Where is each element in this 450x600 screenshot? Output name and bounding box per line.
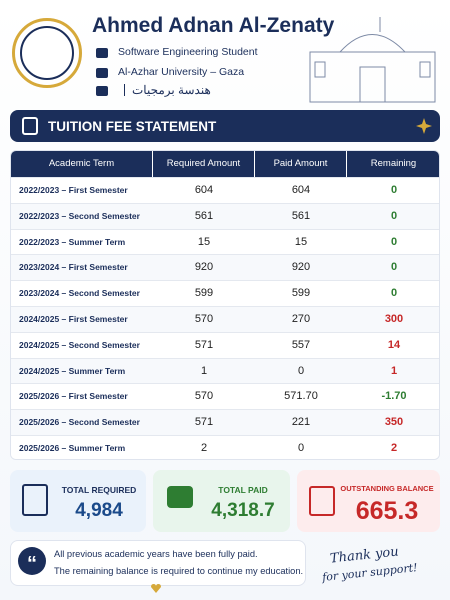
amount-cell: 599 (291, 287, 311, 300)
term-cell: 2024/2025 – Second Semester (19, 339, 140, 350)
table-row: 2024/2025 – Second Semester 571 557 14 (11, 331, 439, 358)
amount-cell: 561 (194, 209, 214, 222)
amount-cell: 0 (297, 364, 305, 377)
wallet-icon (167, 486, 193, 508)
card-label: OUTSTANDING BALANCE (340, 484, 434, 493)
amount-cell: 570 (194, 313, 214, 325)
amount-cell: 0 (297, 442, 305, 454)
table-row: 2025/2026 – Summer Term 2 0 2 (11, 435, 439, 459)
icon (96, 48, 108, 58)
table-row: 2025/2026 – Second Semester 571 221 350 (11, 409, 439, 435)
table-row: 2022/2023 – First Semester 604 604 0 (11, 177, 439, 203)
term-cell: 2022/2023 – Summer Term (19, 236, 126, 247)
card-value: 4,318.7 (211, 500, 275, 521)
table-row: 2024/2025 – Summer Term 1 0 1 (11, 357, 439, 384)
amount-cell: 2 (200, 442, 208, 454)
term-cell: 2024/2025 – Summer Term (19, 365, 126, 376)
amount-cell: 604 (194, 184, 214, 196)
card-value: 665.3 (355, 497, 419, 525)
term-cell: 2023/2024 – Second Semester (19, 288, 140, 299)
quote-icon: “ (18, 547, 46, 575)
note-box (10, 540, 306, 586)
column-header: Remaining (347, 151, 439, 177)
amount-cell: 270 (291, 313, 311, 325)
term-cell: 2023/2024 – First Semester (19, 262, 128, 273)
column-header: Required Amount (153, 151, 255, 177)
card-label: TOTAL PAID (218, 485, 268, 495)
amount-cell: 14 (387, 338, 401, 351)
logo-emblem (20, 26, 74, 80)
heart (151, 584, 161, 593)
amount-cell: 0 (390, 235, 398, 248)
note-line: The remaining balance is required to con… (54, 566, 304, 576)
icon (96, 68, 108, 78)
card-required: TOTAL REQUIRED 4,984 (10, 470, 146, 532)
note-line: All previous academic years have been fu… (54, 549, 258, 559)
amount-cell: 15 (197, 235, 211, 248)
amount-cell: 221 (291, 416, 311, 429)
name: Ahmed Adnan Al-Zenaty (92, 14, 335, 37)
amount-cell: 571 (194, 416, 214, 429)
fee-table: Academic Term Required Amount Paid Amount R… (10, 150, 440, 460)
card-outstanding: OUTSTANDING BALANCE 665.3 (297, 470, 440, 532)
table-row: 2022/2023 – Second Semester 561 561 0 (11, 202, 439, 229)
role: Software Engineering Student (118, 46, 258, 58)
column-header: Academic Term (11, 151, 153, 177)
amount-cell: 0 (390, 184, 398, 196)
amount-cell: 0 (390, 209, 398, 222)
university: Al-Azhar University – Gaza (118, 66, 245, 78)
term-cell: 2022/2023 – First Semester (19, 185, 128, 195)
term-cell: 2024/2025 – First Semester (19, 314, 128, 324)
amount-cell: 561 (291, 209, 311, 222)
amount-cell: 570 (194, 390, 214, 403)
amount-cell: 920 (194, 261, 214, 274)
term-cell: 2025/2026 – Summer Term (19, 443, 126, 453)
table-row: 2022/2023 – Summer Term 15 15 0 (11, 228, 439, 255)
card-paid: TOTAL PAID 4,318.7 (153, 470, 290, 532)
sparkle (416, 118, 432, 134)
divider (124, 84, 125, 96)
amount-cell: 15 (294, 235, 308, 248)
amount-cell: 920 (291, 261, 311, 274)
table-row: 2025/2026 – First Semester 570 571.70 -1.70 (11, 383, 439, 410)
amount-cell: 599 (194, 287, 214, 300)
table-row: 2023/2024 – First Semester 920 920 0 (11, 254, 439, 281)
building-illustration (309, 17, 436, 103)
table-row: 2024/2025 – First Semester 570 270 300 (11, 306, 439, 332)
amount-cell: 557 (291, 338, 311, 351)
amount-cell: 300 (384, 313, 404, 325)
invoice-icon (309, 486, 335, 516)
banner (10, 110, 440, 142)
amount-cell: 604 (291, 184, 311, 196)
term-cell: 2022/2023 – Second Semester (19, 210, 140, 221)
amount-cell: -1.70 (381, 390, 407, 403)
term-cell: 2025/2026 – Second Semester (19, 417, 140, 428)
banner-title: TUITION FEE STATEMENT (48, 119, 217, 134)
table-row: 2023/2024 – Second Semester 599 599 0 (11, 280, 439, 306)
amount-cell: 0 (390, 287, 398, 300)
amount-cell: 350 (384, 416, 404, 429)
term-cell: 2025/2026 – First Semester (19, 391, 128, 402)
column-header: Paid Amount (255, 151, 347, 177)
amount-cell: 1 (390, 364, 398, 377)
doc-icon (22, 117, 38, 135)
amount-cell: 0 (390, 261, 398, 274)
major: هندسة برمجيات (132, 83, 211, 97)
icon (96, 86, 108, 96)
amount-cell: 1 (200, 364, 208, 377)
card-value: 4,984 (75, 500, 123, 521)
amount-cell: 2 (390, 442, 398, 454)
amount-cell: 571 (194, 338, 214, 351)
calc-icon (22, 484, 48, 516)
amount-cell: 571.70 (284, 390, 318, 403)
card-label: TOTAL REQUIRED (61, 485, 137, 495)
